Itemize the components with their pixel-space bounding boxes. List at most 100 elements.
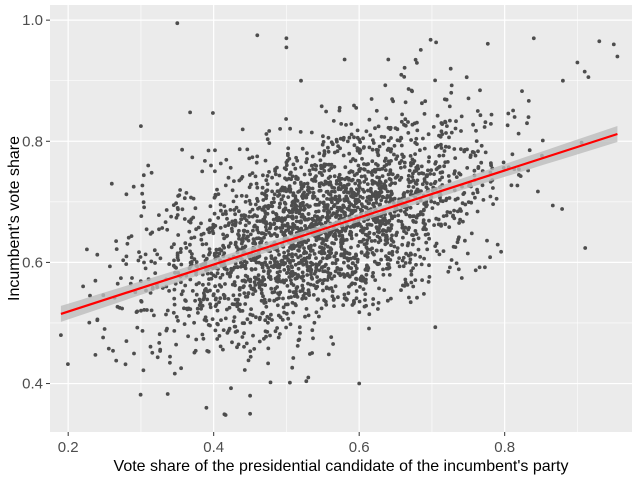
data-point: [237, 209, 241, 214]
data-point: [363, 253, 367, 258]
data-point: [303, 240, 308, 244]
data-point: [213, 223, 218, 228]
data-point: [365, 195, 370, 200]
data-point: [165, 392, 170, 396]
data-point: [561, 78, 565, 83]
data-point: [352, 173, 357, 178]
data-point: [216, 216, 221, 220]
data-point: [157, 213, 161, 218]
data-point: [390, 216, 395, 221]
data-point: [298, 202, 303, 206]
data-point: [223, 224, 228, 229]
data-point: [144, 227, 149, 232]
data-point: [325, 278, 330, 282]
data-point: [424, 227, 428, 232]
data-point: [329, 206, 334, 211]
data-point: [382, 184, 387, 189]
data-point: [297, 244, 302, 249]
data-point: [348, 229, 353, 234]
data-point: [264, 228, 269, 233]
data-point: [365, 233, 370, 238]
data-point: [288, 322, 293, 327]
data-point: [349, 188, 354, 193]
data-point: [402, 122, 406, 127]
data-point: [473, 195, 477, 200]
data-point: [475, 109, 480, 113]
data-point: [223, 183, 228, 188]
data-point: [275, 165, 279, 170]
data-point: [352, 103, 356, 108]
data-point: [364, 303, 368, 308]
data-point: [278, 315, 283, 320]
data-point: [418, 255, 423, 259]
data-point: [187, 314, 191, 318]
data-point: [288, 172, 292, 176]
data-point: [359, 250, 364, 255]
data-point: [455, 196, 460, 201]
data-point: [269, 233, 274, 238]
data-point: [403, 280, 408, 285]
data-point: [368, 247, 373, 252]
data-point: [280, 223, 285, 227]
data-point: [289, 270, 294, 274]
data-point: [192, 257, 197, 262]
data-point: [180, 207, 185, 212]
data-point: [465, 251, 470, 256]
data-point: [246, 358, 251, 363]
data-point: [239, 176, 244, 181]
data-point: [213, 274, 218, 279]
data-point: [124, 192, 129, 197]
data-point: [453, 126, 458, 131]
data-point: [260, 282, 265, 287]
data-point: [248, 312, 253, 317]
data-point: [201, 231, 206, 236]
data-point: [277, 296, 281, 300]
data-point: [444, 198, 448, 203]
data-point: [429, 199, 434, 204]
data-point: [295, 225, 300, 230]
data-point: [338, 146, 342, 151]
data-point: [298, 289, 303, 294]
data-point: [459, 147, 463, 152]
data-point: [259, 287, 264, 292]
data-point: [314, 238, 319, 243]
data-point: [441, 214, 446, 219]
data-point: [387, 265, 392, 270]
data-point: [416, 166, 421, 171]
data-point: [402, 210, 407, 214]
data-point: [174, 342, 179, 347]
data-point: [225, 267, 229, 272]
data-point: [404, 251, 408, 256]
data-point: [169, 245, 174, 250]
data-point: [415, 61, 419, 65]
data-point: [101, 335, 105, 340]
data-point: [143, 252, 148, 257]
data-point: [265, 174, 270, 178]
data-point: [306, 238, 311, 243]
data-point: [272, 192, 277, 197]
data-point: [266, 346, 271, 351]
data-point: [316, 202, 321, 207]
data-point: [293, 166, 298, 171]
data-point: [536, 189, 540, 194]
data-point: [218, 202, 223, 207]
data-point: [217, 334, 222, 338]
data-point: [329, 166, 334, 171]
data-point: [465, 166, 470, 170]
data-point: [239, 241, 244, 246]
data-point: [221, 212, 225, 217]
data-point: [320, 142, 325, 147]
data-point: [205, 297, 210, 302]
data-point: [242, 331, 246, 336]
data-point: [215, 321, 220, 326]
data-point: [235, 304, 240, 309]
data-point: [352, 135, 356, 140]
data-point: [225, 233, 230, 238]
data-point: [200, 332, 205, 337]
data-point: [249, 258, 254, 263]
data-point: [425, 247, 430, 252]
data-point: [461, 192, 466, 197]
data-point: [228, 165, 233, 170]
data-point: [403, 100, 408, 105]
data-point: [311, 190, 316, 195]
